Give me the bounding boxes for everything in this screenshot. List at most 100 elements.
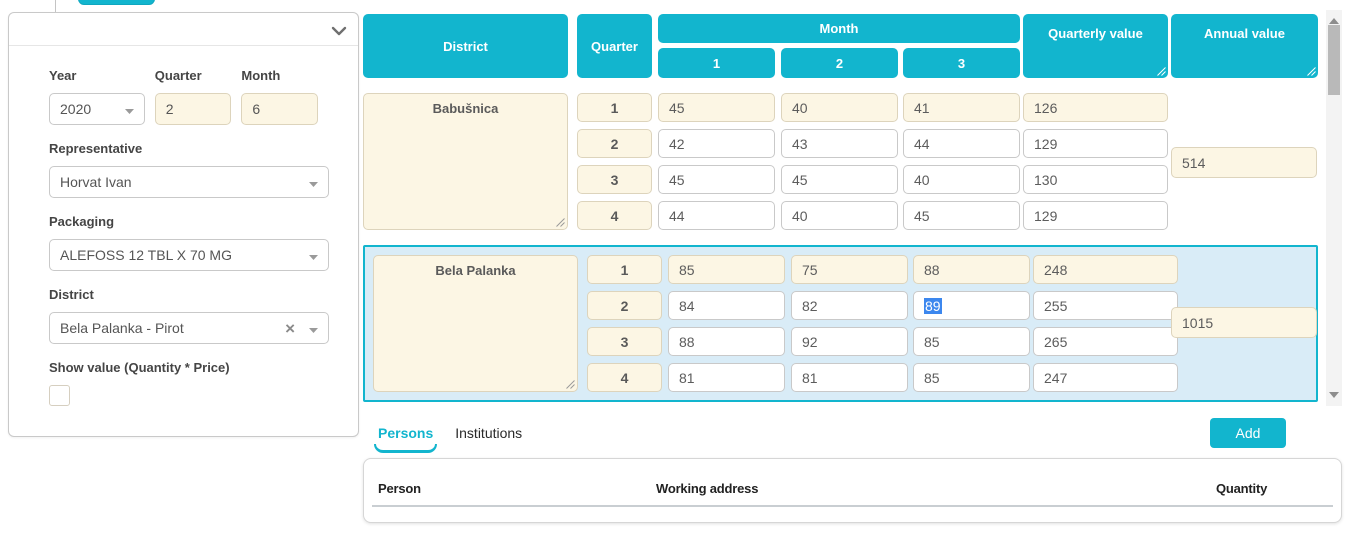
caret-down-icon[interactable]	[124, 101, 134, 117]
caret-down-icon[interactable]	[309, 247, 318, 263]
month-value-input[interactable]: 43	[781, 129, 898, 158]
month-value-input[interactable]: 88	[913, 255, 1030, 284]
month-value-input[interactable]: 85	[913, 363, 1030, 392]
show-value-checkbox[interactable]	[49, 385, 70, 406]
quarter-cell[interactable]: 2	[577, 129, 652, 158]
month-value-input[interactable]: 41	[903, 93, 1020, 122]
month-value-input-focused[interactable]: 89	[913, 291, 1030, 320]
column-header-person: Person	[378, 481, 421, 496]
district-group-bela-palanka-selected[interactable]: Bela Palanka 1 85 75 88 248 2 84 82 89 2…	[363, 245, 1318, 402]
quarter-value: 2	[165, 101, 174, 117]
month-value-input[interactable]: 84	[668, 291, 785, 320]
district-name-box[interactable]: Babušnica	[363, 93, 568, 230]
district-name-box[interactable]: Bela Palanka	[373, 255, 578, 392]
quarter-cell[interactable]: 1	[577, 93, 652, 122]
district-name: Bela Palanka	[435, 263, 516, 278]
quarterly-value-input[interactable]: 255	[1033, 291, 1178, 320]
top-divider-line	[55, 0, 56, 12]
month-value-input[interactable]: 40	[781, 201, 898, 230]
bottom-tabs: Persons Institutions	[374, 425, 523, 453]
add-button[interactable]: Add	[1210, 418, 1286, 448]
clear-x-icon[interactable]: ×	[285, 318, 295, 338]
month-value-input[interactable]: 40	[903, 165, 1020, 194]
month-value-input[interactable]: 81	[791, 363, 908, 392]
quarter-cell[interactable]: 2	[587, 291, 662, 320]
packaging-select[interactable]: ALEFOSS 12 TBL X 70 MG	[49, 239, 329, 271]
month-value-input[interactable]: 42	[658, 129, 775, 158]
header-month: Month	[658, 14, 1020, 43]
caret-down-icon[interactable]	[309, 320, 318, 336]
month-value-input[interactable]: 40	[781, 93, 898, 122]
quarterly-value-input[interactable]: 129	[1023, 129, 1168, 158]
vertical-scrollbar[interactable]	[1326, 10, 1342, 406]
district-label: District	[49, 287, 94, 302]
quarterly-value-input[interactable]: 129	[1023, 201, 1168, 230]
district-select[interactable]: Bela Palanka - Pirot ×	[49, 312, 329, 344]
quarter-cell[interactable]: 4	[587, 363, 662, 392]
month-label: Month	[241, 68, 281, 83]
column-header-quantity: Quantity	[1216, 481, 1268, 496]
active-tab-underline	[374, 444, 438, 453]
quarterly-value-input[interactable]: 130	[1023, 165, 1168, 194]
header-month-3: 3	[903, 48, 1020, 78]
packaging-label: Packaging	[49, 214, 115, 229]
grid-header-row: District Quarter Month 1 2 3 Quarterly v…	[363, 14, 1318, 78]
resize-handle-icon[interactable]	[1157, 67, 1166, 76]
filter-panel: Year 2020 Quarter 2 Month 6 Represent	[8, 12, 359, 437]
annual-value-input[interactable]: 1015	[1171, 307, 1317, 338]
month-value-input[interactable]: 81	[668, 363, 785, 392]
district-group-babusnica[interactable]: Babušnica 1 45 40 41 126 2 42 43 44 129 …	[363, 93, 1318, 230]
scroll-up-icon[interactable]	[1329, 18, 1339, 24]
scrollbar-thumb[interactable]	[1328, 25, 1340, 95]
chevron-down-icon[interactable]	[331, 23, 347, 39]
district-value: Bela Palanka - Pirot	[60, 320, 184, 336]
month-value-input[interactable]: 75	[791, 255, 908, 284]
quarter-cell[interactable]: 3	[587, 327, 662, 356]
quarter-input[interactable]: 2	[154, 93, 232, 125]
quarterly-value-input[interactable]: 248	[1033, 255, 1178, 284]
district-name: Babušnica	[432, 101, 499, 116]
annual-value-input[interactable]: 514	[1171, 147, 1317, 178]
month-value-input[interactable]: 92	[791, 327, 908, 356]
quarter-cell[interactable]: 4	[577, 201, 652, 230]
top-cropped-button[interactable]	[78, 0, 155, 5]
quarter-label: Quarter	[154, 68, 202, 83]
quarterly-value-input[interactable]: 247	[1033, 363, 1178, 392]
quarter-cell[interactable]: 3	[577, 165, 652, 194]
header-district: District	[363, 14, 568, 78]
selected-text: 89	[924, 297, 942, 314]
packaging-value: ALEFOSS 12 TBL X 70 MG	[60, 247, 232, 263]
month-value-input[interactable]: 44	[658, 201, 775, 230]
month-value-input[interactable]: 45	[658, 165, 775, 194]
resize-handle-icon[interactable]	[1307, 67, 1316, 76]
show-value-label: Show value (Quantity * Price)	[49, 360, 230, 375]
month-value-input[interactable]: 82	[791, 291, 908, 320]
month-value-input[interactable]: 85	[668, 255, 785, 284]
year-select[interactable]: 2020	[49, 93, 145, 125]
tab-persons[interactable]: Persons	[374, 425, 438, 453]
quarter-row: 4 81 81 85 247	[587, 363, 1178, 392]
quarterly-value-input[interactable]: 265	[1033, 327, 1178, 356]
representative-select[interactable]: Horvat Ivan	[49, 166, 329, 198]
header-annual-label: Annual value	[1204, 26, 1285, 41]
month-value-input[interactable]: 44	[903, 129, 1020, 158]
month-value-input[interactable]: 45	[781, 165, 898, 194]
resize-handle-icon[interactable]	[566, 380, 575, 389]
header-month-2: 2	[781, 48, 898, 78]
header-month-group: Month 1 2 3	[658, 14, 1020, 78]
month-value-input[interactable]: 45	[903, 201, 1020, 230]
resize-handle-icon[interactable]	[556, 218, 565, 227]
scroll-down-icon[interactable]	[1329, 392, 1339, 398]
caret-down-icon[interactable]	[309, 174, 318, 190]
month-value-input[interactable]: 85	[913, 327, 1030, 356]
quarterly-value-input[interactable]: 126	[1023, 93, 1168, 122]
month-value-input[interactable]: 88	[668, 327, 785, 356]
month-value: 6	[252, 101, 261, 117]
month-input[interactable]: 6	[241, 93, 318, 125]
quarter-cell[interactable]: 1	[587, 255, 662, 284]
month-value-input[interactable]: 45	[658, 93, 775, 122]
quarter-row: 2 84 82 89 255	[587, 291, 1178, 320]
tab-institutions[interactable]: Institutions	[455, 425, 523, 441]
year-label: Year	[49, 68, 77, 83]
header-month-1: 1	[658, 48, 775, 78]
